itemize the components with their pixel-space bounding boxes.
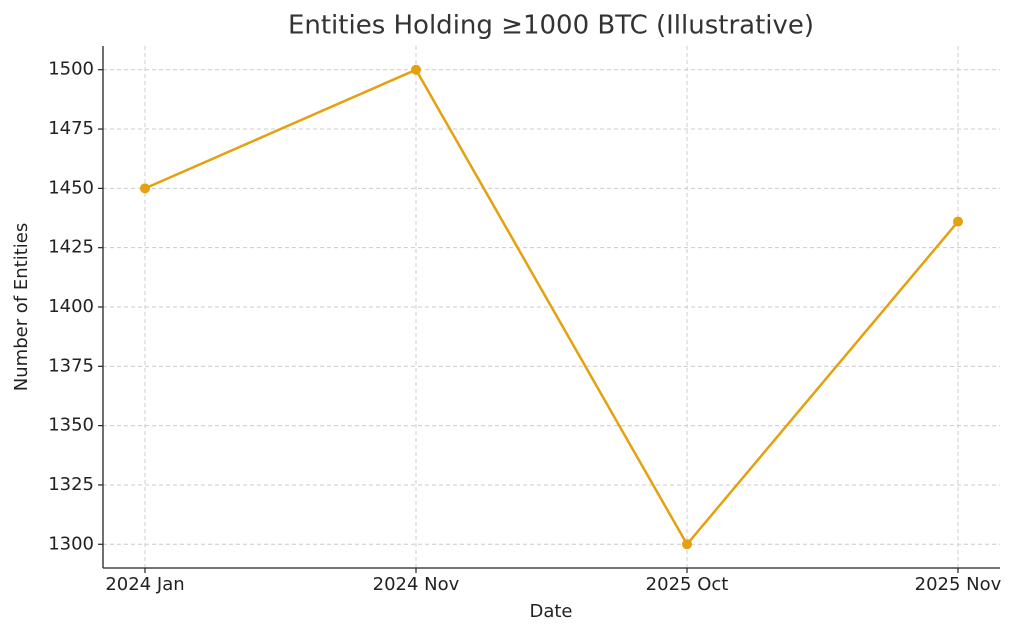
y-tick-label: 1450	[48, 177, 94, 198]
y-tick-label: 1500	[48, 59, 94, 80]
data-point	[140, 183, 150, 194]
y-tick-label: 1400	[48, 296, 94, 317]
x-tick-label: 2025 Oct	[646, 574, 729, 595]
x-tick-label: 2025 Nov	[915, 574, 1002, 595]
x-tick-label: 2024 Nov	[373, 574, 460, 595]
y-tick-label: 1350	[48, 415, 94, 436]
data-line	[144, 68, 959, 546]
y-tick-label: 1475	[48, 118, 94, 139]
y-tick-label: 1425	[48, 237, 94, 258]
y-axis-label: Number of Entities	[11, 223, 32, 391]
data-point	[682, 539, 692, 550]
chart-title: Entities Holding ≥1000 BTC (Illustrative…	[288, 11, 814, 41]
data-point	[953, 216, 963, 227]
y-tick-label: 1300	[48, 533, 94, 554]
y-tick-label: 1375	[48, 355, 94, 376]
x-tick-label: 2024 Jan	[105, 574, 184, 595]
y-tick-label: 1325	[48, 474, 94, 495]
x-axis-label: Date	[529, 601, 572, 622]
data-point	[411, 64, 421, 75]
